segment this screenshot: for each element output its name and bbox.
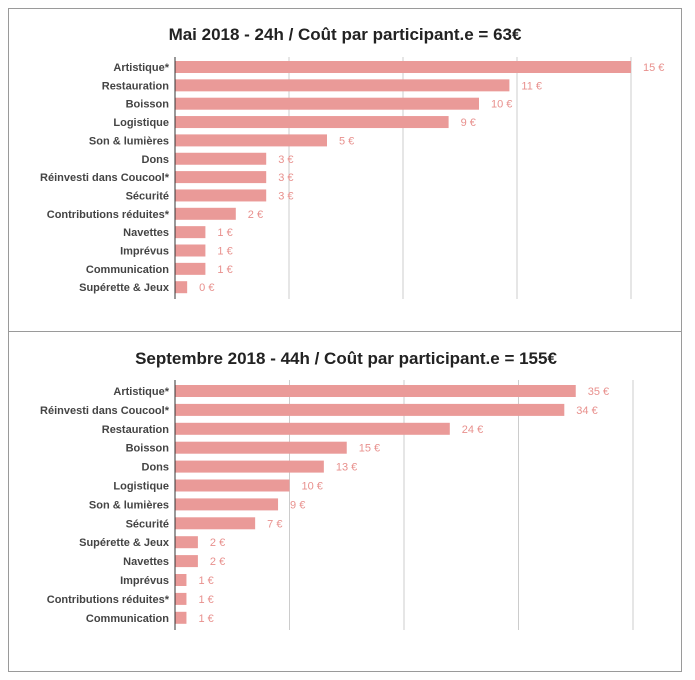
bar (175, 592, 187, 605)
value-label: 0 € (199, 282, 214, 294)
bar (175, 517, 256, 530)
bar (175, 61, 631, 73)
category-label: Sécurité (126, 518, 169, 530)
value-label: 9 € (290, 499, 305, 511)
value-label: 9 € (461, 117, 476, 129)
category-label: Son & lumières (89, 135, 169, 147)
value-label: 3 € (278, 172, 293, 184)
bar-chart-mai-2018: Mai 2018 - 24h / Coût par participant.e … (40, 25, 664, 299)
value-label: 10 € (302, 481, 323, 493)
bar (175, 385, 576, 397)
bar (175, 79, 510, 92)
value-label: 1 € (217, 246, 232, 258)
chart-panel-mai-2018: Mai 2018 - 24h / Coût par participant.e … (8, 8, 682, 332)
bar (175, 611, 187, 624)
value-label: 3 € (278, 154, 293, 166)
bar (175, 479, 290, 492)
bar (175, 152, 267, 165)
category-label: Réinvesti dans Coucool* (40, 405, 170, 417)
bar (175, 281, 188, 294)
value-label: 2 € (248, 209, 263, 221)
value-label: 1 € (198, 575, 213, 587)
chart-title: Mai 2018 - 24h / Coût par participant.e … (169, 25, 522, 44)
value-label: 2 € (210, 556, 225, 568)
bar (175, 262, 206, 275)
bar (175, 498, 279, 511)
value-label: 7 € (267, 518, 282, 530)
category-label: Sécurité (126, 190, 169, 202)
category-label: Imprévus (120, 575, 169, 587)
bar (175, 226, 206, 239)
value-label: 15 € (359, 443, 380, 455)
category-label: Artistique* (113, 386, 169, 398)
category-label: Dons (142, 462, 170, 474)
category-label: Navettes (123, 227, 169, 239)
category-label: Restauration (102, 80, 170, 92)
value-label: 1 € (198, 594, 213, 606)
category-label: Boisson (126, 99, 170, 111)
value-label: 13 € (336, 462, 357, 474)
category-label: Imprévus (120, 246, 169, 258)
bar-chart-septembre-2018: Septembre 2018 - 44h / Coût par particip… (40, 349, 634, 630)
category-label: Communication (86, 613, 169, 625)
category-label: Contributions réduites* (47, 209, 170, 221)
value-label: 10 € (491, 99, 512, 111)
bar (175, 555, 198, 568)
value-label: 2 € (210, 537, 225, 549)
category-label: Son & lumières (89, 499, 169, 511)
category-label: Navettes (123, 556, 169, 568)
category-label: Communication (86, 264, 169, 276)
value-label: 1 € (217, 264, 232, 276)
bar (175, 536, 198, 549)
category-label: Réinvesti dans Coucool* (40, 172, 170, 184)
bar (175, 189, 267, 202)
value-label: 1 € (217, 227, 232, 239)
category-label: Logistique (113, 481, 169, 493)
bar (175, 574, 187, 586)
value-label: 34 € (576, 405, 597, 417)
category-label: Logistique (113, 117, 169, 129)
category-label: Contributions réduites* (47, 594, 170, 606)
category-label: Boisson (126, 443, 170, 455)
value-label: 5 € (339, 135, 354, 147)
bar (175, 441, 347, 454)
value-label: 15 € (643, 62, 664, 74)
bar (175, 116, 449, 129)
value-label: 11 € (521, 80, 542, 92)
bar (175, 97, 479, 110)
bar (175, 422, 450, 435)
category-label: Artistique* (113, 62, 169, 74)
chart-title: Septembre 2018 - 44h / Coût par particip… (135, 349, 557, 368)
bar (175, 171, 267, 184)
value-label: 1 € (198, 613, 213, 625)
value-label: 35 € (588, 386, 609, 398)
category-label: Restauration (102, 424, 170, 436)
bar (175, 207, 236, 220)
bar (175, 460, 324, 473)
value-label: 3 € (278, 190, 293, 202)
category-label: Supérette & Jeux (79, 537, 170, 549)
chart-panel-septembre-2018: Septembre 2018 - 44h / Coût par particip… (8, 331, 682, 672)
bar (175, 403, 565, 416)
bar (175, 244, 206, 257)
value-label: 24 € (462, 424, 483, 436)
category-label: Dons (142, 154, 170, 166)
category-label: Supérette & Jeux (79, 282, 170, 294)
bar (175, 134, 327, 147)
